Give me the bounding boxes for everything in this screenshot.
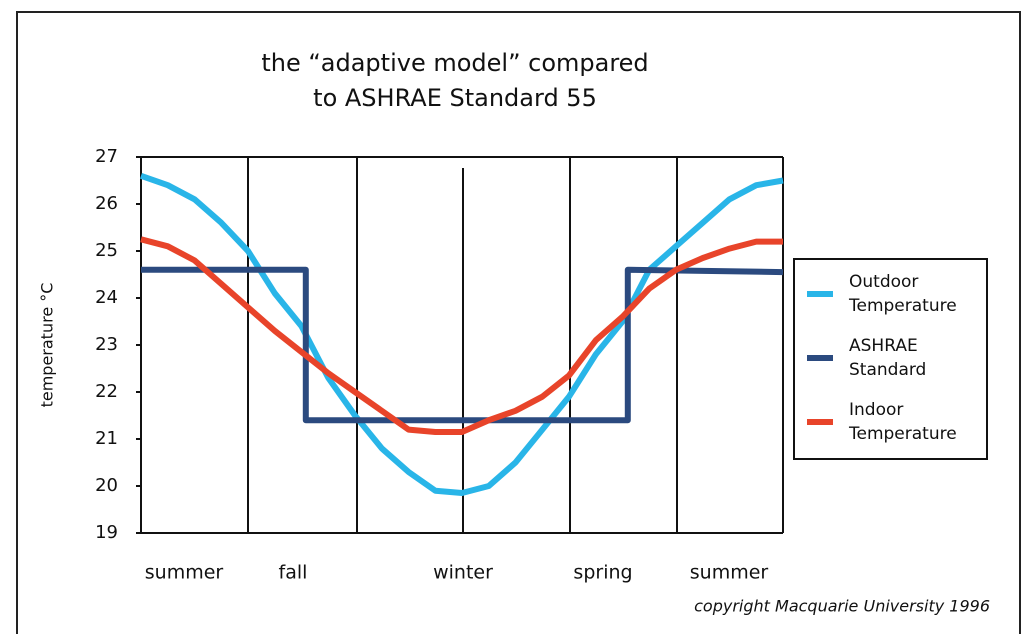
legend-label: Outdoor Temperature [849,272,957,316]
legend-item: ASHRAE Standard [807,334,984,382]
y-tick-label: 25 [95,240,118,261]
legend: Outdoor Temperature ASHRAE Standard Indoor… [793,258,988,460]
plot-frame [140,156,784,534]
y-tick-label: 22 [95,381,118,402]
legend-item: Indoor Temperature [807,398,984,446]
y-tick-label: 27 [95,146,118,167]
y-tick-label: 26 [95,193,118,214]
series-line [140,172,784,496]
y-tick-label: 24 [95,287,118,308]
legend-swatch [807,355,833,361]
x-tick-label: fall [279,562,308,584]
y-tick-label: 21 [95,428,118,449]
y-tick-label: 19 [95,522,118,543]
legend-label: ASHRAE Standard [849,336,927,380]
legend-swatch [807,419,833,425]
chart-title: the “adaptive model” compared [261,49,648,77]
legend-item: Outdoor Temperature [807,270,984,318]
y-tick-label: 23 [95,334,118,355]
frame [16,11,1021,634]
x-tick-label: spring [573,562,632,584]
y-tick-label: 20 [95,475,118,496]
x-tick-label: winter [433,562,493,584]
x-tick-label: summer [690,562,769,584]
annotation: copyright Macquarie University 1996 [694,597,990,616]
series-line [141,266,784,424]
x-tick-label: summer [145,562,224,584]
series-line [140,236,783,435]
legend-label: Indoor Temperature [849,400,957,444]
y-axis-label: temperature °C [38,283,57,408]
legend-swatch [807,291,833,297]
chart-title: to ASHRAE Standard 55 [313,84,597,112]
